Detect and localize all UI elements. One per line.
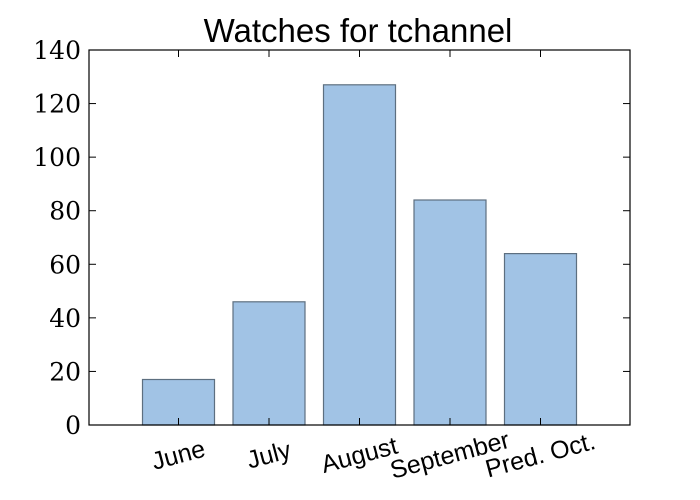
y-tick-label: 40 [49, 304, 81, 333]
bar-september [413, 199, 487, 426]
bar-august [322, 84, 397, 426]
bar-july [232, 301, 306, 426]
y-tick-label: 20 [49, 357, 81, 386]
chart-title: Watches for tchannel [204, 12, 513, 49]
y-tick-label: 0 [65, 411, 81, 440]
plot-frame [88, 49, 631, 426]
x-tick-label: August [318, 432, 400, 479]
y-tick-label: 140 [33, 36, 81, 65]
y-axis: 0 20 40 60 80 100 120 140 [33, 36, 630, 440]
bars-group [141, 84, 578, 426]
y-tick-label: 120 [33, 90, 81, 119]
x-tick-label: June [149, 435, 209, 476]
y-tick-label: 80 [49, 197, 81, 226]
x-tick-label: July [244, 436, 295, 475]
bar-june [141, 378, 216, 426]
y-tick-label: 100 [33, 143, 81, 172]
y-tick-label: 60 [49, 250, 81, 279]
bar-pred-oct [503, 253, 578, 426]
